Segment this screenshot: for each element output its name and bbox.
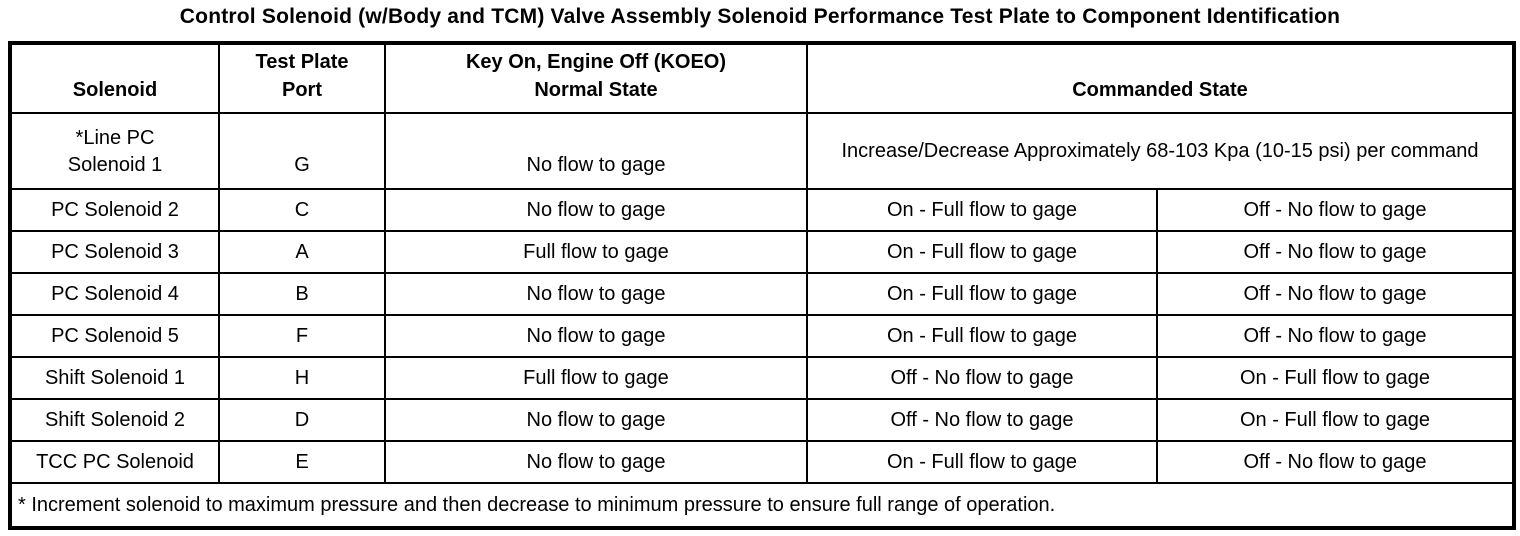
cell-port: B — [218, 272, 386, 316]
cell-port: E — [218, 440, 386, 484]
cell-commanded-left: Off - No flow to gage — [806, 398, 1158, 442]
col-header-test-plate-port: Test Plate Port — [218, 42, 386, 114]
table-row: *Line PC Solenoid 1 G No flow to gage In… — [9, 112, 1515, 190]
cell-commanded-left: On - Full flow to gage — [806, 188, 1158, 232]
cell-commanded-left: On - Full flow to gage — [806, 272, 1158, 316]
table-row: Shift Solenoid 2 D No flow to gage Off -… — [9, 398, 1515, 442]
table-footnote-row: * Increment solenoid to maximum pressure… — [9, 482, 1515, 529]
cell-solenoid: PC Solenoid 3 — [9, 230, 220, 274]
cell-commanded-left: On - Full flow to gage — [806, 230, 1158, 274]
table-row: PC Solenoid 4 B No flow to gage On - Ful… — [9, 272, 1515, 316]
page-title: Control Solenoid (w/Body and TCM) Valve … — [179, 5, 1341, 28]
cell-commanded-left: Off - No flow to gage — [806, 356, 1158, 400]
cell-solenoid: PC Solenoid 4 — [9, 272, 220, 316]
cell-port: D — [218, 398, 386, 442]
cell-port: H — [218, 356, 386, 400]
col-header-commanded-state: Commanded State — [806, 42, 1515, 114]
table-header-row: Solenoid Test Plate Port Key On, Engine … — [9, 42, 1515, 114]
cell-normal-state: No flow to gage — [384, 398, 808, 442]
cell-commanded-right: Off - No flow to gage — [1156, 230, 1515, 274]
table-row: PC Solenoid 5 F No flow to gage On - Ful… — [9, 314, 1515, 358]
cell-commanded-left: On - Full flow to gage — [806, 314, 1158, 358]
cell-normal-state: No flow to gage — [384, 188, 808, 232]
table-row: Shift Solenoid 1 H Full flow to gage Off… — [9, 356, 1515, 400]
cell-commanded-right: On - Full flow to gage — [1156, 356, 1515, 400]
cell-normal-state: No flow to gage — [384, 272, 808, 316]
cell-normal-state: No flow to gage — [384, 112, 808, 190]
cell-commanded-right: Off - No flow to gage — [1156, 272, 1515, 316]
cell-port: A — [218, 230, 386, 274]
cell-normal-state: Full flow to gage — [384, 356, 808, 400]
cell-port: G — [218, 112, 386, 190]
cell-commanded-right: Off - No flow to gage — [1156, 188, 1515, 232]
cell-commanded-right: Off - No flow to gage — [1156, 314, 1515, 358]
cell-solenoid: *Line PC Solenoid 1 — [9, 112, 220, 190]
cell-solenoid: PC Solenoid 2 — [9, 188, 220, 232]
col-header-koeo-normal-state: Key On, Engine Off (KOEO) Normal State — [384, 42, 808, 114]
cell-commanded-right: Off - No flow to gage — [1156, 440, 1515, 484]
table-row: TCC PC Solenoid E No flow to gage On - F… — [9, 440, 1515, 484]
solenoid-performance-table: Solenoid Test Plate Port Key On, Engine … — [8, 41, 1516, 530]
cell-solenoid: TCC PC Solenoid — [9, 440, 220, 484]
cell-port: F — [218, 314, 386, 358]
cell-normal-state: No flow to gage — [384, 440, 808, 484]
cell-commanded-state: Increase/Decrease Approximately 68-103 K… — [806, 112, 1515, 190]
col-header-solenoid: Solenoid — [9, 42, 220, 114]
footnote: * Increment solenoid to maximum pressure… — [9, 482, 1515, 529]
cell-solenoid: PC Solenoid 5 — [9, 314, 220, 358]
cell-commanded-left: On - Full flow to gage — [806, 440, 1158, 484]
cell-solenoid: Shift Solenoid 1 — [9, 356, 220, 400]
cell-port: C — [218, 188, 386, 232]
cell-normal-state: Full flow to gage — [384, 230, 808, 274]
table-row: PC Solenoid 2 C No flow to gage On - Ful… — [9, 188, 1515, 232]
cell-normal-state: No flow to gage — [384, 314, 808, 358]
cell-solenoid: Shift Solenoid 2 — [9, 398, 220, 442]
table-row: PC Solenoid 3 A Full flow to gage On - F… — [9, 230, 1515, 274]
cell-commanded-right: On - Full flow to gage — [1156, 398, 1515, 442]
